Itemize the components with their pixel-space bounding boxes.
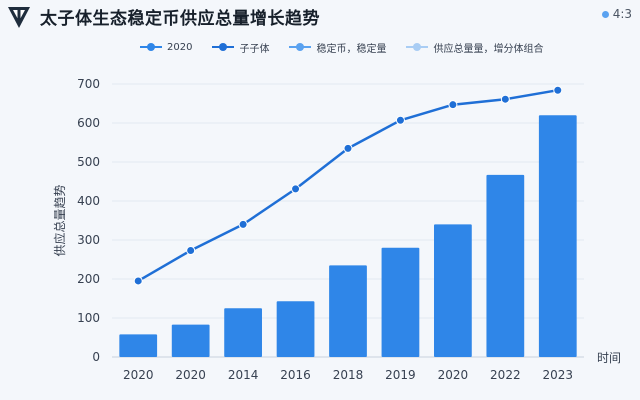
bar	[538, 115, 577, 357]
y-axis-title: 供应总量趋势	[52, 184, 67, 256]
line-point	[238, 219, 248, 229]
x-tick-label: 2023	[543, 368, 574, 382]
y-tick-label: 300	[77, 233, 100, 247]
x-tick-label: 2020	[175, 368, 206, 382]
y-tick-label: 500	[77, 155, 100, 169]
legend-label: 子子体	[239, 43, 270, 55]
page-title: 太子体生态稳定币供应总量增长趋势	[40, 9, 320, 29]
bar	[486, 174, 525, 357]
aspect-ratio-badge[interactable]: 4:3	[601, 7, 632, 21]
x-tick-label: 2022	[490, 368, 521, 382]
bar	[224, 308, 262, 357]
header: 太子体生态稳定币供应总量增长趋势 4:3	[0, 0, 640, 32]
line-point	[500, 94, 510, 104]
status-dot-icon	[601, 10, 609, 18]
legend-swatch	[406, 42, 429, 52]
aspect-ratio-label: 4:3	[612, 7, 632, 21]
legend-item[interactable]: 子子体	[212, 40, 269, 55]
x-tick-label: 2014	[228, 368, 259, 382]
line-point	[448, 100, 458, 110]
bar	[381, 247, 420, 357]
y-tick-label: 600	[77, 116, 100, 130]
y-tick-label: 700	[77, 77, 100, 91]
legend-swatch	[289, 42, 312, 52]
bar	[119, 334, 158, 357]
line-point	[343, 143, 353, 153]
legend-item[interactable]: 2020	[140, 42, 192, 53]
legend-swatch	[140, 42, 162, 52]
legend-label: 稳定币，稳定量	[316, 43, 387, 55]
line-point	[133, 276, 143, 286]
chart-legend: 2020 子子体 稳定币，稳定量 供应总量量，增分体组合	[140, 40, 543, 55]
line-point	[395, 115, 405, 125]
x-tick-label: 2020	[123, 368, 154, 382]
legend-item[interactable]: 稳定币，稳定量	[289, 40, 386, 55]
bar	[276, 301, 315, 357]
x-axis-title: 时间	[597, 351, 621, 365]
legend-swatch	[212, 42, 235, 52]
legend-item[interactable]: 供应总量量，增分体组合	[406, 40, 543, 55]
bar	[434, 224, 472, 357]
line-point	[291, 184, 301, 194]
x-tick-label: 2018	[333, 368, 364, 382]
legend-label: 供应总量量，增分体组合	[433, 43, 544, 55]
line-point	[553, 85, 563, 95]
y-tick-label: 200	[77, 272, 100, 286]
y-tick-label: 100	[77, 311, 100, 325]
y-tick-label: 400	[77, 194, 100, 208]
x-tick-label: 2016	[280, 368, 311, 382]
bar	[329, 265, 367, 357]
line-point	[186, 246, 196, 256]
triangle-logo-icon	[8, 7, 30, 28]
y-tick-label: 0	[92, 350, 100, 364]
x-tick-label: 2020	[438, 368, 469, 382]
legend-label: 2020	[167, 41, 193, 53]
x-tick-label: 2019	[385, 368, 416, 382]
bar	[171, 324, 210, 357]
